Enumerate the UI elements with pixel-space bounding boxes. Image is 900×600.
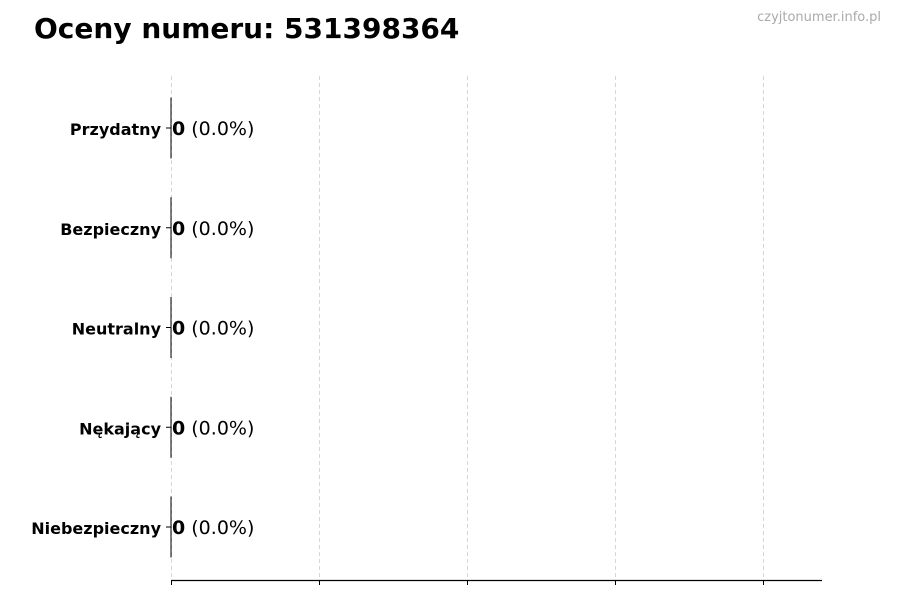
- data-label: 0 (0.0%): [172, 118, 254, 140]
- category-label: Nękający: [79, 419, 161, 438]
- category-label: Bezpieczny: [60, 220, 161, 239]
- data-label-percent: (0.0%): [185, 218, 254, 240]
- data-label: 0 (0.0%): [172, 218, 254, 240]
- data-label-count: 0: [172, 118, 185, 140]
- category-label: Przydatny: [70, 120, 162, 139]
- chart-title: Oceny numeru: 531398364: [34, 12, 460, 45]
- data-label-percent: (0.0%): [185, 118, 254, 140]
- data-label-count: 0: [172, 417, 185, 439]
- data-label-count: 0: [172, 517, 185, 539]
- watermark: czyjtonumer.info.pl: [757, 10, 881, 25]
- data-label-percent: (0.0%): [185, 517, 254, 539]
- data-label: 0 (0.0%): [172, 417, 254, 439]
- data-label-count: 0: [172, 218, 185, 240]
- data-label: 0 (0.0%): [172, 318, 254, 340]
- data-label-count: 0: [172, 318, 185, 340]
- data-label: 0 (0.0%): [172, 517, 254, 539]
- category-label: Neutralny: [72, 320, 162, 339]
- category-label: Niebezpieczny: [31, 519, 161, 538]
- data-label-percent: (0.0%): [185, 417, 254, 439]
- data-label-percent: (0.0%): [185, 318, 254, 340]
